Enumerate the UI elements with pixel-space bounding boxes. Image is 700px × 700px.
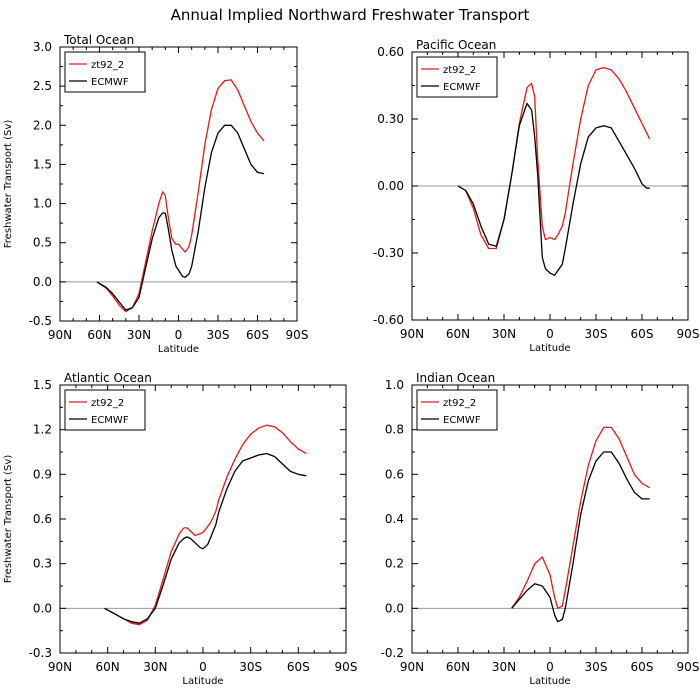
x-axis-label: Latitude [158, 344, 199, 355]
y-tick-label: 0.9 [33, 467, 52, 481]
y-tick-label: 0.4 [385, 512, 404, 526]
legend-box [416, 56, 498, 98]
x-tick-label: 30N [492, 327, 516, 341]
x-tick-label: 30S [207, 328, 230, 342]
x-tick-label: 90N [400, 660, 424, 674]
x-tick-label: 60S [246, 328, 269, 342]
y-tick-label: 0.8 [385, 423, 404, 437]
y-tick-label: -0.60 [373, 313, 404, 327]
y-tick-label: 1.0 [385, 378, 404, 392]
x-tick-label: 30N [143, 660, 167, 674]
figure-title: Annual Implied Northward Freshwater Tran… [171, 6, 530, 24]
series-line-zt92_2 [511, 426, 651, 609]
chart-panel-0: -0.5 0.0 0.5 1.0 1.5 2.0 2.5 3.0 90N 60N 30N 0 30S 60… [3, 33, 308, 355]
y-axis-label: Freshwater Transport (Sv) [3, 455, 14, 584]
x-tick-label: 90S [335, 660, 358, 674]
plot-frame [59, 46, 298, 322]
legend: zt92_2 ECMWF [416, 389, 498, 431]
legend-label: ECMWF [91, 415, 129, 426]
x-axis-label: Latitude [529, 343, 570, 354]
x-tick-label: 60N [446, 660, 470, 674]
x-tick-label: 30S [585, 660, 608, 674]
panel-title: Pacific Ocean [416, 38, 496, 52]
legend-box [416, 389, 498, 431]
legend-label: zt92_2 [443, 65, 476, 76]
y-tick-label: 3.0 [33, 40, 52, 54]
panel-title: Atlantic Ocean [64, 371, 152, 385]
y-tick-label: 0.30 [377, 112, 404, 126]
chart-panel-3: -0.2 0.0 0.2 0.4 0.6 0.8 1.0 90N 60N 30N 0 30S 60S 90… [381, 371, 700, 687]
x-axis-label: Latitude [182, 676, 223, 687]
legend-label: ECMWF [91, 77, 129, 88]
y-tick-label: 2.5 [33, 79, 52, 93]
x-tick-label: 30N [127, 328, 151, 342]
series-line-ECMWF [96, 124, 265, 311]
plot-frame [411, 384, 689, 654]
series-line-zt92_2 [96, 79, 265, 313]
legend-label: zt92_2 [91, 60, 124, 71]
y-tick-label: 1.2 [33, 423, 52, 437]
plot-frame [59, 384, 347, 654]
x-tick-label: 0 [546, 327, 554, 341]
x-tick-label: 60S [631, 660, 654, 674]
y-tick-label: 0.0 [33, 601, 52, 615]
x-tick-label: 90S [286, 328, 309, 342]
y-tick-label: 0.3 [33, 557, 52, 571]
series-line-ECMWF [457, 102, 650, 276]
panel-title: Total Ocean [63, 33, 134, 47]
series-line-zt92_2 [104, 424, 307, 626]
y-tick-label: -0.5 [29, 314, 52, 328]
y-tick-label: 1.5 [33, 378, 52, 392]
y-tick-label: 0.00 [377, 179, 404, 193]
y-axis-label: Freshwater Transport (Sv) [3, 120, 14, 249]
x-tick-label: 60N [96, 660, 120, 674]
y-tick-label: -0.30 [373, 246, 404, 260]
chart-panel-2: -0.3 0.0 0.3 0.6 0.9 1.2 1.5 90N 60N 30N 0 30S 60S 90… [3, 371, 357, 687]
y-tick-label: 0.6 [33, 512, 52, 526]
panel-title: Indian Ocean [416, 371, 495, 385]
legend-label: ECMWF [443, 415, 481, 426]
series-line-ECMWF [104, 452, 307, 624]
x-tick-label: 0 [546, 660, 554, 674]
x-tick-label: 90S [677, 327, 700, 341]
plot-frame [411, 51, 689, 321]
x-tick-label: 90N [48, 660, 72, 674]
y-tick-label: 0.0 [385, 601, 404, 615]
legend-box [64, 389, 146, 431]
y-tick-label: 0.5 [33, 236, 52, 250]
series-line-ECMWF [511, 451, 650, 623]
y-tick-label: -0.2 [381, 646, 404, 660]
x-tick-label: 30N [492, 660, 516, 674]
x-tick-label: 60S [631, 327, 654, 341]
x-tick-label: 60N [446, 327, 470, 341]
legend: zt92_2 ECMWF [64, 51, 146, 93]
legend-label: zt92_2 [91, 398, 124, 409]
series-line-zt92_2 [457, 66, 651, 250]
legend-label: ECMWF [443, 82, 481, 93]
chart-panel-1: -0.60 -0.30 0.00 0.30 0.60 90N 60N 30N 0 30S 60S 90… [373, 38, 700, 354]
y-tick-label: 0.60 [377, 45, 404, 59]
y-tick-label: 0.2 [385, 557, 404, 571]
x-tick-label: 30S [239, 660, 262, 674]
y-tick-label: 1.0 [33, 197, 52, 211]
x-tick-label: 60S [287, 660, 310, 674]
x-tick-label: 0 [199, 660, 207, 674]
legend-box [64, 51, 146, 93]
y-tick-label: 0.6 [385, 467, 404, 481]
y-tick-label: 1.5 [33, 157, 52, 171]
legend-label: zt92_2 [443, 398, 476, 409]
y-tick-label: -0.3 [29, 646, 52, 660]
legend: zt92_2 ECMWF [64, 389, 146, 431]
x-tick-label: 60N [87, 328, 111, 342]
y-tick-label: 0.0 [33, 275, 52, 289]
x-tick-label: 90N [48, 328, 72, 342]
y-tick-label: 2.0 [33, 118, 52, 132]
x-tick-label: 0 [175, 328, 183, 342]
legend: zt92_2 ECMWF [416, 56, 498, 98]
x-axis-label: Latitude [529, 676, 570, 687]
x-tick-label: 90N [400, 327, 424, 341]
x-tick-label: 30S [585, 327, 608, 341]
x-tick-label: 90S [677, 660, 700, 674]
